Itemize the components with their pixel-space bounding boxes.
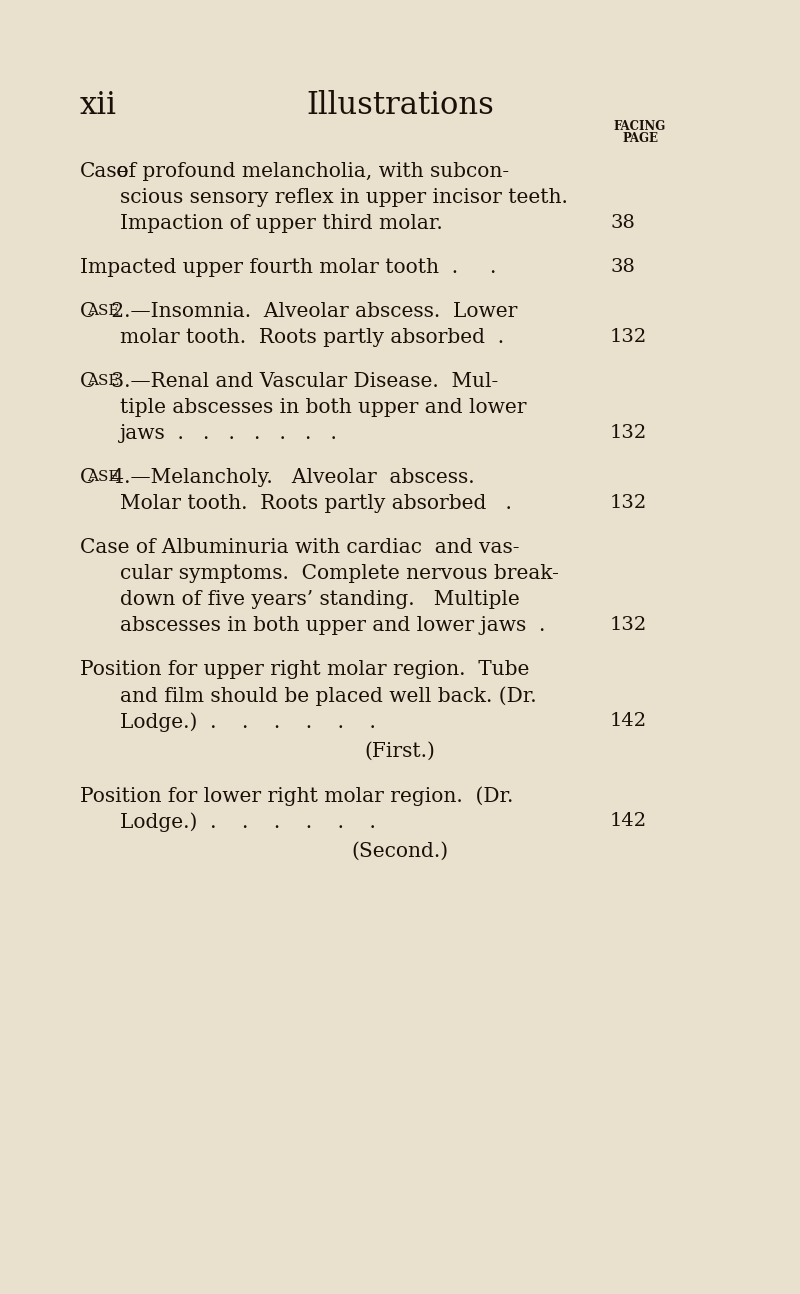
Text: ASE: ASE — [87, 304, 120, 318]
Text: C: C — [80, 371, 95, 391]
Text: 3.—Renal and Vascular Disease.  Mul-: 3.—Renal and Vascular Disease. Mul- — [105, 371, 498, 391]
Text: (Second.): (Second.) — [351, 842, 449, 861]
Text: of profound melancholia, with subcon-: of profound melancholia, with subcon- — [110, 162, 510, 181]
Text: ASE: ASE — [87, 374, 120, 388]
Text: FACING: FACING — [614, 120, 666, 133]
Text: Position for upper right molar region.  Tube: Position for upper right molar region. T… — [80, 660, 530, 679]
Text: Case of Albuminuria with cardiac  and vas-: Case of Albuminuria with cardiac and vas… — [80, 538, 519, 556]
Text: jaws  .   .   .   .   .   .   .: jaws . . . . . . . — [120, 424, 338, 443]
Text: Impaction of upper third molar.: Impaction of upper third molar. — [120, 214, 442, 233]
Text: 38: 38 — [610, 214, 635, 232]
Text: Molar tooth.  Roots partly absorbed   .: Molar tooth. Roots partly absorbed . — [120, 494, 512, 512]
Text: Position for lower right molar region.  (Dr.: Position for lower right molar region. (… — [80, 785, 514, 806]
Text: abscesses in both upper and lower jaws  .: abscesses in both upper and lower jaws . — [120, 616, 546, 635]
Text: 142: 142 — [610, 813, 647, 829]
Text: 132: 132 — [610, 494, 647, 512]
Text: 4.—Melancholy.   Alveolar  abscess.: 4.—Melancholy. Alveolar abscess. — [105, 468, 474, 487]
Text: 38: 38 — [610, 258, 635, 276]
Text: C: C — [80, 468, 95, 487]
Text: and film should be placed well back. (Dr.: and film should be placed well back. (Dr… — [120, 686, 537, 705]
Text: tiple abscesses in both upper and lower: tiple abscesses in both upper and lower — [120, 399, 526, 417]
Text: PAGE: PAGE — [622, 132, 658, 145]
Text: Impacted upper fourth molar tooth  .     .: Impacted upper fourth molar tooth . . — [80, 258, 515, 277]
Text: 2.—Insomnia.  Alveolar abscess.  Lower: 2.—Insomnia. Alveolar abscess. Lower — [105, 302, 517, 321]
Text: 142: 142 — [610, 712, 647, 730]
Text: 132: 132 — [610, 327, 647, 345]
Text: Illustrations: Illustrations — [306, 91, 494, 122]
Text: Case: Case — [80, 162, 130, 181]
Text: xii: xii — [80, 91, 117, 122]
Text: down of five years’ standing.   Multiple: down of five years’ standing. Multiple — [120, 590, 520, 609]
Text: 132: 132 — [610, 424, 647, 443]
Text: 132: 132 — [610, 616, 647, 634]
Text: scious sensory reflex in upper incisor teeth.: scious sensory reflex in upper incisor t… — [120, 188, 568, 207]
Text: Lodge.)  .    .    .    .    .    .: Lodge.) . . . . . . — [120, 813, 376, 832]
Text: (First.): (First.) — [365, 741, 435, 761]
Text: C: C — [80, 302, 95, 321]
Text: cular symptoms.  Complete nervous break-: cular symptoms. Complete nervous break- — [120, 564, 559, 584]
Text: molar tooth.  Roots partly absorbed  .: molar tooth. Roots partly absorbed . — [120, 327, 504, 347]
Text: Lodge.)  .    .    .    .    .    .: Lodge.) . . . . . . — [120, 712, 376, 731]
Text: ASE: ASE — [87, 470, 120, 484]
